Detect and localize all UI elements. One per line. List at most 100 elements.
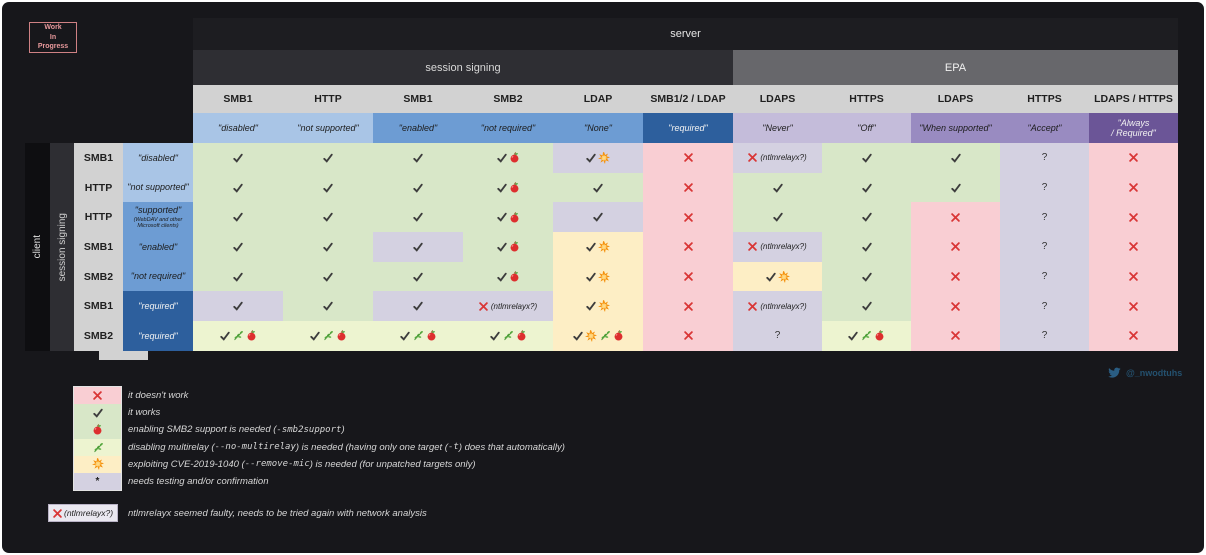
client-session-signing-label: session signing [50, 143, 74, 351]
legend-text: needs testing and/or confirmation [128, 473, 565, 490]
matrix-cell [553, 321, 643, 351]
matrix-cell [193, 232, 283, 262]
server-epa-group-header: EPA [733, 50, 1178, 85]
legend-code-fragment: --remove-mic [244, 459, 310, 470]
check-icon [861, 153, 872, 163]
cross-icon [951, 212, 960, 222]
apple-icon [510, 211, 518, 223]
matrix-cell [1089, 172, 1178, 203]
matrix-cell [822, 202, 911, 233]
legend-text: exploiting CVE-2019-1040 (--remove-mic) … [128, 456, 565, 473]
check-icon [233, 302, 243, 312]
cross-icon [1129, 272, 1138, 281]
server-protocol-header: LDAPS / HTTPS [1089, 85, 1178, 113]
check-icon [219, 331, 230, 341]
server-group-header: server [193, 18, 1178, 50]
cell-annotation: (ntlmrelayx?) [760, 153, 807, 163]
check-icon [496, 242, 507, 252]
asterisk-mark: * [95, 476, 100, 488]
client-protocol-label: SMB1 [74, 143, 123, 173]
matrix-cell [643, 261, 733, 292]
matrix-cell: ? [1000, 321, 1089, 351]
client-side-label: client [25, 143, 50, 351]
matrix-cell [193, 143, 283, 173]
check-icon [772, 212, 783, 222]
legend-text: it doesn't work [128, 387, 565, 404]
client-setting-sublabel: (WebDAV and other Microsoft clients) [133, 217, 183, 230]
matrix-cell [553, 261, 643, 292]
matrix-cell: ? [733, 321, 822, 351]
server-setting-header: "disabled" [193, 113, 283, 143]
cross-icon [683, 272, 693, 281]
legend-text-fragment: ) is needed (having only one target ( [295, 441, 448, 453]
client-protocol-label: HTTP [74, 172, 123, 203]
herb-icon [413, 331, 423, 341]
cross-icon [683, 212, 693, 222]
client-setting-label: "required" [123, 321, 193, 351]
apple-icon [93, 424, 102, 436]
check-icon [586, 153, 596, 163]
legend-code-fragment: --no-multirelay [214, 442, 296, 453]
cross-icon [951, 272, 960, 281]
relay-matrix-table: server session signing EPA client sessio… [25, 18, 1178, 351]
herb-icon [93, 442, 103, 452]
apple-icon [427, 330, 435, 342]
check-icon [861, 242, 872, 252]
matrix-cell [193, 291, 283, 322]
matrix-cell [911, 143, 1000, 173]
wip-badge-line: Work [44, 24, 62, 32]
server-protocol-header: HTTPS [1000, 85, 1089, 113]
server-protocol-header: LDAPS [911, 85, 1000, 113]
client-protocol-label: SMB1 [74, 291, 123, 322]
apple-icon [517, 330, 525, 342]
matrix-cell [553, 143, 643, 173]
check-icon [233, 242, 243, 252]
matrix-cell [733, 202, 822, 233]
legend-text: enabling SMB2 support is needed (-smb2su… [128, 421, 565, 438]
matrix-cell [822, 143, 911, 173]
server-setting-header: "required" [643, 113, 733, 143]
legend-text-fragment: exploiting CVE-2019-1040 ( [128, 458, 245, 470]
client-setting-label: "required" [123, 291, 193, 322]
check-icon [413, 153, 423, 163]
server-protocol-header: SMB2 [463, 85, 553, 113]
cross-icon [748, 302, 758, 311]
check-icon [413, 212, 423, 222]
server-protocol-header: LDAPS [733, 85, 822, 113]
apple-icon [337, 330, 345, 342]
check-icon [323, 153, 333, 163]
matrix-cell [283, 202, 373, 233]
cross-icon [1129, 212, 1138, 222]
matrix-cell: ? [1000, 172, 1089, 203]
client-side-label-text: client [32, 235, 43, 259]
legend-text-fragment: needs testing and/or confirmation [128, 476, 269, 488]
check-icon [772, 183, 783, 193]
twitter-credit[interactable]: @_nwodtuhs [1108, 366, 1182, 379]
matrix-cell [373, 321, 463, 351]
check-icon [233, 212, 243, 222]
matrix-cell [1089, 202, 1178, 233]
server-protocol-header: SMB1/2 / LDAP [643, 85, 733, 113]
matrix-cell [283, 291, 373, 322]
apple-icon [247, 330, 255, 342]
matrix-cell [1089, 261, 1178, 292]
matrix-cell [553, 291, 643, 322]
server-setting-header: "not required" [463, 113, 553, 143]
apple-icon [510, 241, 518, 252]
matrix-cell [1089, 321, 1178, 351]
matrix-cell [373, 261, 463, 292]
matrix-cell [643, 321, 733, 351]
server-protocol-header: HTTPS [822, 85, 911, 113]
collision-icon [598, 270, 610, 283]
matrix-cell [463, 172, 553, 203]
check-icon [399, 331, 410, 341]
matrix-cell [373, 232, 463, 262]
client-setting-label: "not supported" [123, 172, 193, 203]
check-icon [765, 272, 776, 282]
check-icon [413, 242, 423, 252]
legend-swatch [74, 438, 121, 456]
matrix-cell: ? [1000, 232, 1089, 262]
matrix-cell [463, 143, 553, 173]
question-mark: ? [774, 330, 781, 342]
